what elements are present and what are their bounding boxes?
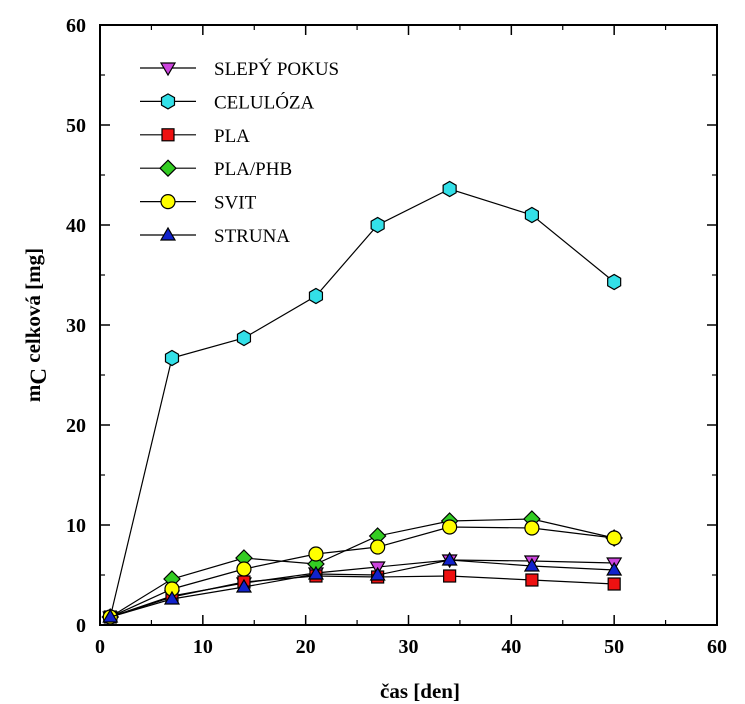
x-tick-label: 40 xyxy=(501,636,521,658)
legend-item-pla: PLA xyxy=(140,126,250,147)
legend-label: CELULÓZA xyxy=(214,91,315,113)
x-tick-label: 50 xyxy=(604,636,624,658)
x-tick-label: 0 xyxy=(95,636,105,658)
y-axis-title: mC celková [mg] xyxy=(21,248,51,402)
x-axis-title: čas [den] xyxy=(380,679,460,703)
y-tick-label: 0 xyxy=(76,615,86,637)
y-tick-label: 30 xyxy=(66,315,86,337)
data-point-svit xyxy=(606,530,622,546)
data-point-svit xyxy=(524,520,540,536)
series-line-svit xyxy=(110,526,615,618)
data-point-struna xyxy=(163,590,181,605)
data-point-svit xyxy=(308,546,324,562)
series-layer xyxy=(101,180,624,626)
legend-marker xyxy=(159,62,177,77)
data-point-pla xyxy=(607,577,621,591)
data-point-celuloza xyxy=(370,216,385,234)
series-struna xyxy=(102,551,623,623)
data-point-celuloza xyxy=(164,349,180,367)
data-point-svit xyxy=(370,539,386,555)
data-point-svit xyxy=(442,519,458,535)
series-line-pla xyxy=(110,575,615,618)
legend-label: PLA xyxy=(214,126,250,147)
data-point-struna xyxy=(523,557,540,572)
series-celuloza xyxy=(103,180,622,626)
legend-marker xyxy=(159,226,177,241)
data-point-celuloza xyxy=(308,287,324,305)
legend-marker xyxy=(160,194,176,210)
data-point-struna xyxy=(235,578,253,593)
x-tick-label: 10 xyxy=(193,636,213,658)
data-point-celuloza xyxy=(607,273,622,291)
data-point-struna xyxy=(441,551,458,566)
legend-item-slepy-pokus: SLEPÝ POKUS xyxy=(140,58,339,80)
y-tick-label: 10 xyxy=(66,515,86,537)
legend-label: PLA/PHB xyxy=(214,159,292,180)
legend-label: SVIT xyxy=(214,193,257,214)
axis-ticks: 0 10 20 30 40 50 60 0 10 20 30 40 50 60 xyxy=(66,15,727,658)
y-tick-label: 50 xyxy=(66,115,86,137)
series-line-slepy-pokus xyxy=(110,559,615,618)
data-point-struna xyxy=(369,566,386,581)
data-point-pla xyxy=(443,569,457,583)
legend-marker xyxy=(160,93,176,110)
data-point-celuloza xyxy=(236,329,252,347)
data-point-pla xyxy=(525,573,539,587)
legend: SLEPÝ POKUS CELULÓZA PLA PLA/PHB SVIT STRUNA xyxy=(140,58,339,247)
data-point-svit xyxy=(236,561,252,577)
legend-item-pla-phb: PLA/PHB xyxy=(140,159,292,180)
data-point-struna xyxy=(307,565,324,580)
legend-label: STRUNA xyxy=(214,226,290,247)
data-point-struna xyxy=(102,608,119,623)
y-axis-title-sub: C xyxy=(26,368,51,385)
legend-label: SLEPÝ POKUS xyxy=(214,58,339,80)
series-line-celuloza xyxy=(109,188,615,618)
y-tick-label: 40 xyxy=(66,215,86,237)
legend-marker xyxy=(159,159,177,178)
x-tick-label: 20 xyxy=(296,636,316,658)
legend-item-struna: STRUNA xyxy=(140,226,290,247)
data-point-struna xyxy=(606,561,623,576)
legend-item-svit: SVIT xyxy=(140,193,257,214)
series-line-struna xyxy=(110,559,615,618)
legend-item-celuloza: CELULÓZA xyxy=(140,91,315,113)
y-axis-title-main: m xyxy=(21,384,45,402)
data-point-celuloza xyxy=(524,206,539,224)
y-axis-title-rest: celková [mg] xyxy=(21,248,45,368)
x-tick-label: 30 xyxy=(399,636,419,658)
y-tick-label: 60 xyxy=(66,15,86,37)
data-point-celuloza xyxy=(442,180,457,198)
x-tick-label: 60 xyxy=(707,636,727,658)
legend-marker xyxy=(161,128,175,142)
y-tick-label: 20 xyxy=(66,415,86,437)
